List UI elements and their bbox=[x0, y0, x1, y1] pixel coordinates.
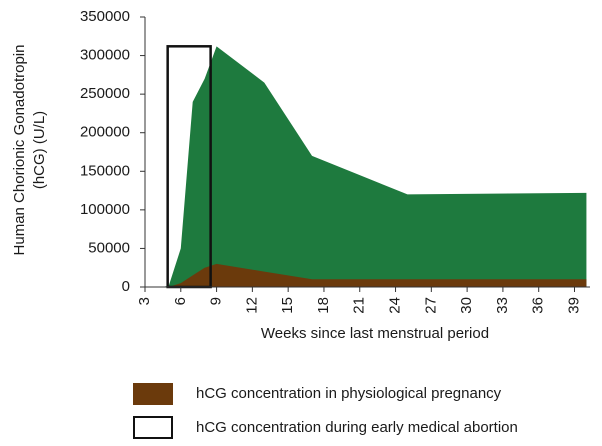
legend-label: hCG concentration during early medical a… bbox=[196, 419, 518, 436]
x-tick-label: 15 bbox=[279, 297, 296, 314]
x-tick-label: 21 bbox=[351, 297, 368, 314]
y-tick-label: 350000 bbox=[80, 8, 130, 25]
y-axis-label: (hCG) (U/L) bbox=[31, 111, 48, 189]
legend-swatch bbox=[133, 416, 173, 439]
y-tick-label: 0 bbox=[122, 278, 130, 295]
x-axis-label: Weeks since last menstrual period bbox=[261, 325, 489, 342]
y-tick-label: 200000 bbox=[80, 124, 130, 141]
legend-label: hCG concentration in physiological pregn… bbox=[196, 385, 502, 402]
x-tick-label: 3 bbox=[136, 297, 153, 305]
legend-swatch bbox=[133, 383, 173, 405]
y-tick-label: 300000 bbox=[80, 47, 130, 64]
area-lower bbox=[162, 263, 587, 287]
x-tick-label: 36 bbox=[530, 297, 547, 314]
y-tick-label: 250000 bbox=[80, 85, 130, 102]
y-axis-label: Human Chorionic Gonadotropin bbox=[11, 45, 28, 256]
x-tick-label: 9 bbox=[208, 297, 225, 305]
x-tick-label: 18 bbox=[315, 297, 332, 314]
y-tick-label: 50000 bbox=[88, 239, 130, 256]
x-tick-label: 12 bbox=[243, 297, 260, 314]
x-tick-label: 39 bbox=[565, 297, 582, 314]
area-upper bbox=[162, 46, 587, 287]
y-tick-label: 150000 bbox=[80, 162, 130, 179]
x-tick-label: 33 bbox=[494, 297, 511, 314]
x-tick-label: 27 bbox=[422, 297, 439, 314]
x-tick-label: 6 bbox=[172, 297, 189, 305]
x-tick-label: 24 bbox=[387, 297, 404, 314]
y-tick-label: 100000 bbox=[80, 201, 130, 218]
x-tick-label: 30 bbox=[458, 297, 475, 314]
